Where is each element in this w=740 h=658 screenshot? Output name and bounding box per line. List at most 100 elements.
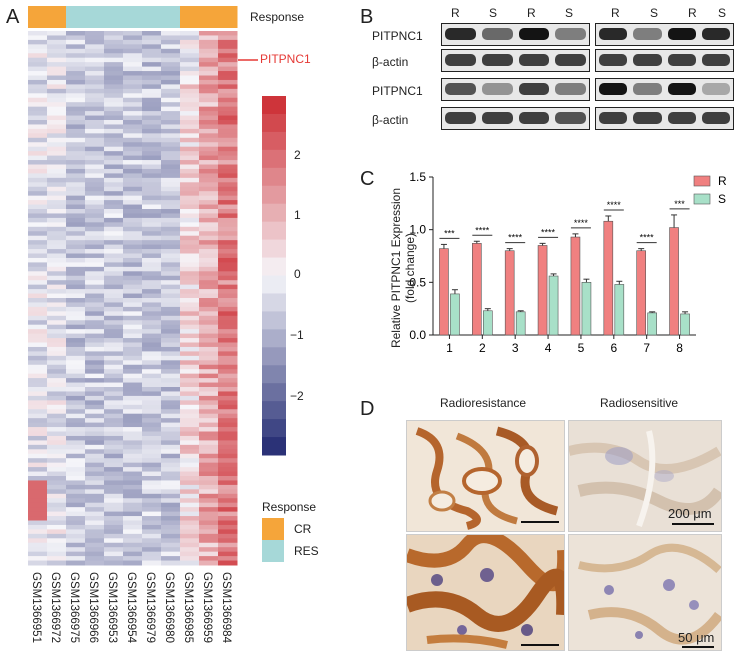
heatmap-cell: [161, 289, 181, 295]
heatmap-cell: [218, 106, 238, 112]
heatmap-cell: [161, 467, 181, 473]
heatmap-cell: [28, 542, 48, 548]
heatmap-cell: [47, 289, 67, 295]
heatmap-cell: [85, 115, 105, 121]
heatmap-cell: [142, 427, 162, 432]
heatmap-cell: [142, 168, 162, 174]
blot-strip: [441, 49, 590, 72]
blot-strip: [441, 78, 590, 101]
heatmap-cell: [104, 520, 124, 526]
blot-band: [701, 83, 730, 95]
heatmap-cell: [199, 209, 219, 214]
heatmap-cell: [28, 529, 48, 535]
heatmap-cell: [85, 186, 105, 192]
heatmap-cell: [199, 516, 219, 521]
heatmap-cell: [161, 453, 181, 459]
heatmap-cell: [123, 39, 143, 45]
heatmap-cell: [28, 409, 48, 415]
heatmap-cell: [66, 79, 86, 85]
scale-bar: [672, 523, 714, 525]
heatmap-cell: [47, 177, 67, 183]
heatmap-cell: [180, 128, 200, 134]
heatmap-cell: [66, 226, 86, 232]
heatmap-cell: [142, 44, 162, 50]
heatmap-cell: [218, 182, 238, 188]
heatmap-cell: [218, 275, 238, 281]
heatmap-cell: [104, 387, 124, 392]
heatmap-cell: [161, 164, 181, 170]
heatmap-cell: [123, 493, 143, 499]
heatmap-cell: [66, 231, 86, 237]
heatmap-cell: [28, 289, 48, 295]
heatmap-cell: [199, 106, 219, 112]
heatmap-cell: [66, 524, 86, 530]
heatmap-cell: [47, 311, 67, 317]
heatmap-cell: [218, 387, 238, 392]
heatmap-cell: [180, 271, 200, 277]
heatmap-cell: [47, 57, 67, 63]
heatmap-cell: [104, 88, 124, 94]
heatmap-cell: [104, 324, 124, 330]
heatmap-cell: [104, 137, 124, 143]
heatmap-cell: [85, 493, 105, 499]
heatmap-cell: [161, 93, 181, 99]
heatmap-cell: [180, 493, 200, 499]
heatmap-cell: [161, 427, 181, 432]
blot-band: [555, 28, 586, 40]
heatmap-cell: [28, 387, 48, 392]
heatmap-cell: [28, 489, 48, 495]
heatmap-cell: [199, 164, 219, 170]
heatmap-cell: [85, 387, 105, 392]
heatmap-cell: [142, 146, 162, 152]
heatmap-cell: [47, 266, 67, 272]
heatmap-cell: [180, 400, 200, 406]
heatmap-cell: [123, 404, 143, 410]
heatmap-cell: [199, 400, 219, 406]
heatmap-cell: [199, 338, 219, 343]
heatmap-cell: [47, 484, 67, 490]
blot-band: [667, 28, 696, 40]
heatmap-cell: [66, 168, 86, 174]
heatmap-cell: [104, 257, 124, 263]
heatmap-cell: [218, 262, 238, 268]
heatmap-cell: [199, 39, 219, 45]
y-tick-label: 0.0: [409, 328, 426, 342]
blot-band: [445, 83, 476, 95]
heatmap-cell: [123, 409, 143, 415]
heatmap-cell: [28, 378, 48, 384]
heatmap-cell: [28, 360, 48, 366]
heatmap-cell: [180, 209, 200, 214]
heatmap-cell: [180, 275, 200, 281]
heatmap-cell: [66, 111, 86, 117]
heatmap-cell: [123, 102, 143, 108]
heatmap-cell: [47, 209, 67, 214]
heatmap-cell: [123, 382, 143, 388]
heatmap-cell: [199, 217, 219, 223]
heatmap-cell: [142, 93, 162, 99]
heatmap-cell: [85, 48, 105, 54]
heatmap-cell: [104, 102, 124, 108]
colorbar-step: [262, 311, 286, 330]
heatmap-cell: [218, 427, 238, 432]
heatmap-cell: [142, 120, 162, 125]
heatmap-cell: [85, 151, 105, 157]
heatmap-cell: [218, 31, 238, 36]
heatmap-cell: [161, 520, 181, 526]
heatmap-cell: [142, 467, 162, 473]
heatmap-cell: [218, 476, 238, 481]
heatmap-cell: [142, 351, 162, 357]
heatmap-cell: [47, 542, 67, 548]
y-tick-label: 1.5: [409, 170, 426, 184]
heatmap-cell: [123, 204, 143, 210]
heatmap-cell: [180, 484, 200, 490]
heatmap-cell: [199, 364, 219, 370]
heatmap-cell: [142, 556, 162, 562]
heatmap-cell: [123, 311, 143, 317]
y-axis-label: Relative PITPNC1 Expression (fold change…: [389, 187, 417, 349]
heatmap-cell: [180, 440, 200, 446]
heatmap-cell: [142, 164, 162, 170]
heatmap-cell: [180, 280, 200, 286]
heatmap-cell: [28, 551, 48, 557]
heatmap-cell: [218, 498, 238, 504]
heatmap-cell: [218, 151, 238, 157]
